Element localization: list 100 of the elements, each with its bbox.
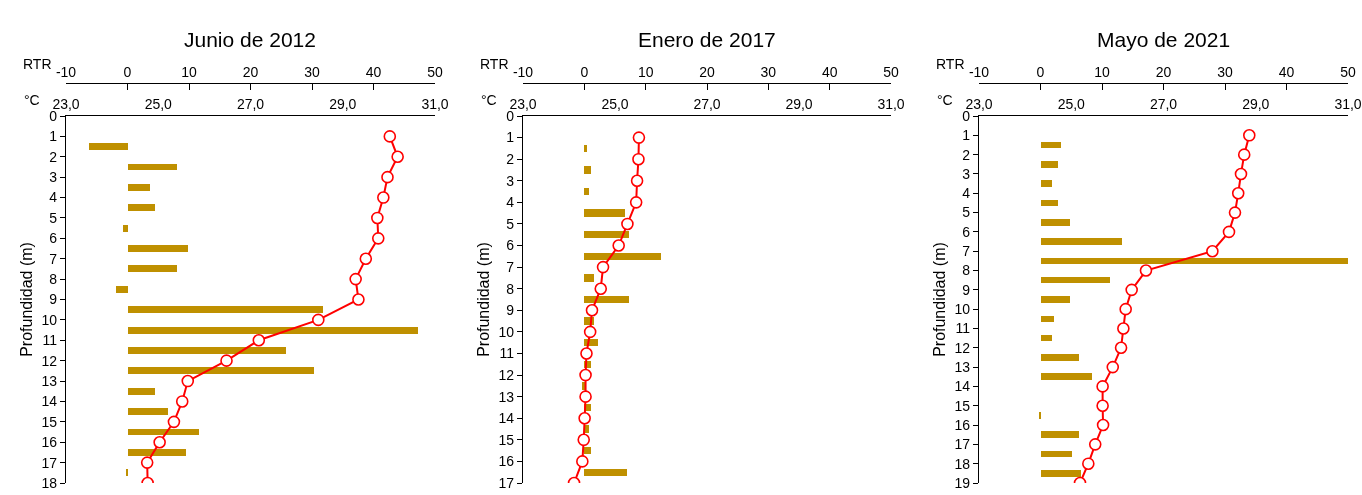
x2-tick-label: 27,0	[1149, 96, 1178, 113]
y-tick-label: 9	[506, 302, 515, 319]
x2-tick-label: 29,0	[329, 96, 357, 113]
x2-axis-title: °C	[481, 92, 497, 108]
y-tick-label: 6	[962, 223, 971, 240]
y-tick-label: 6	[506, 237, 515, 254]
x2-axis-title: °C	[24, 92, 40, 108]
point	[349, 272, 362, 286]
point	[585, 303, 599, 317]
point	[1228, 206, 1242, 219]
x2-axis-title: °C	[937, 92, 953, 108]
y-axis-title: Profundidad (m)	[18, 242, 36, 357]
point	[579, 368, 592, 382]
bar	[1041, 470, 1081, 477]
x-tick-label: -10	[512, 64, 534, 81]
point	[594, 282, 608, 296]
y-tick-label: 9	[49, 291, 58, 308]
point	[371, 232, 385, 245]
bar	[584, 274, 594, 282]
y-tick-label: 2	[49, 148, 58, 165]
point	[596, 260, 610, 274]
y-tick-label: 1	[962, 127, 971, 144]
point	[621, 217, 634, 231]
bar	[584, 469, 627, 476]
y-tick-label: 17	[498, 474, 515, 491]
y-tick-label: 12	[41, 352, 58, 369]
point	[1096, 399, 1109, 413]
x-tick-label: 40	[1278, 64, 1295, 81]
y-tick-label: 13	[954, 359, 971, 376]
y-tick-label: 16	[41, 434, 58, 451]
y-tick-label: 15	[954, 397, 971, 414]
point	[1096, 380, 1109, 393]
y-tick-label: 6	[49, 230, 58, 247]
point	[1119, 302, 1132, 316]
point	[629, 196, 643, 209]
x2-tick-label: 25,0	[601, 96, 629, 113]
point	[175, 395, 189, 408]
bar	[128, 327, 418, 334]
bar	[128, 265, 177, 272]
y-tick-label: 4	[962, 185, 971, 202]
x2-tick-label: 27,0	[693, 96, 721, 113]
y-tick-label: 7	[962, 243, 971, 260]
y-tick-label: 8	[506, 280, 515, 297]
point	[1237, 148, 1251, 161]
y-tick-label: 14	[954, 378, 971, 395]
y-tick-label: 9	[962, 281, 971, 298]
y-tick-label: 11	[499, 345, 515, 362]
point	[140, 456, 154, 469]
y-tick-label: 17	[954, 436, 971, 453]
bar	[128, 306, 323, 313]
x-tick-label: 20	[242, 64, 259, 81]
bar	[128, 408, 168, 415]
x-tick-label: 50	[883, 64, 899, 81]
bar	[1041, 354, 1079, 361]
point	[578, 411, 591, 425]
x-axis-title: RTR	[23, 56, 52, 72]
bar	[1041, 200, 1058, 206]
x2-tick-label: 29,0	[785, 96, 813, 113]
point	[181, 374, 195, 388]
bar	[128, 245, 188, 252]
point	[1234, 167, 1248, 181]
y-tick-label: 4	[506, 194, 515, 211]
y-tick-label: 3	[49, 169, 58, 186]
bar	[128, 164, 177, 170]
x-tick-label: 20	[1155, 64, 1172, 81]
point	[579, 390, 592, 403]
y-tick-label: 19	[954, 474, 971, 491]
x-tick-label: 40	[821, 64, 838, 81]
y-tick-label: 16	[498, 453, 515, 470]
x2-tick-label: 25,0	[144, 96, 173, 113]
point	[1125, 283, 1138, 297]
bar	[128, 204, 155, 211]
x2-tick-label: 29,0	[1242, 96, 1270, 113]
bar	[584, 145, 587, 152]
chart-title: Mayo de 2021	[1097, 28, 1231, 51]
bar	[1041, 373, 1092, 380]
point	[1114, 341, 1128, 355]
bar	[584, 296, 629, 303]
bar	[128, 449, 186, 456]
point	[352, 293, 365, 306]
x-tick-label: 10	[637, 64, 654, 81]
y-tick-label: 11	[955, 320, 971, 337]
bar	[1041, 335, 1052, 341]
x-tick-label: 0	[580, 64, 589, 81]
x2-tick-label: 27,0	[236, 96, 265, 113]
x-tick-label: -10	[55, 64, 77, 81]
y-tick-label: 8	[962, 262, 971, 279]
x-tick-label: 30	[760, 64, 777, 81]
x-tick-label: 50	[1340, 64, 1356, 81]
point	[391, 150, 404, 164]
bar	[128, 184, 150, 191]
y-tick-label: 5	[49, 209, 58, 226]
point	[167, 415, 181, 429]
y-tick-label: 14	[498, 410, 515, 427]
bar	[584, 231, 629, 238]
y-tick-label: 10	[498, 323, 515, 340]
y-tick-label: 10	[954, 301, 971, 318]
y-tick-label: 5	[962, 204, 971, 221]
point	[371, 211, 384, 225]
bar	[116, 286, 128, 293]
